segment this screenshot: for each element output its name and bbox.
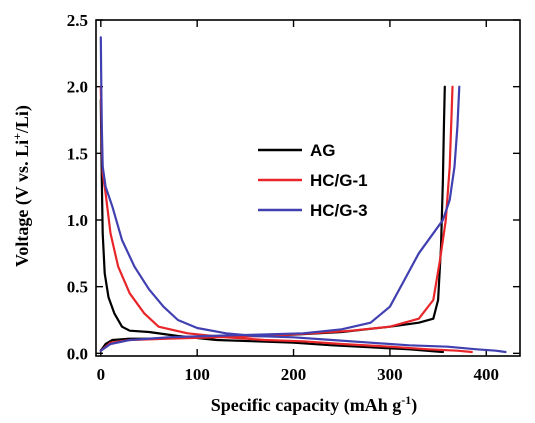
x-axis-title-end: )	[411, 395, 417, 416]
y-axis-title: Voltage (V vs. Li+/Li)	[10, 105, 33, 267]
y-axis-title-sup: +	[10, 133, 24, 140]
y-tick-label: 2.5	[67, 11, 88, 30]
series-ag-charge	[99, 85, 446, 352]
series-hc-g-1-charge	[99, 85, 454, 352]
y-tick-label: 2.0	[67, 78, 88, 97]
y-tick-label: 0.5	[67, 278, 88, 297]
axis-ticks: 0 100 200 300 400 0.0 0.5 1.0 1.5 2.0 2.5	[67, 11, 520, 384]
y-axis-title-main: Voltage (V vs. Li	[12, 140, 33, 267]
series-ag-discharge	[99, 98, 444, 354]
x-tick-label: 100	[184, 365, 210, 384]
legend-label-hc-g-1: HC/G-1	[310, 171, 368, 190]
x-axis-title-sup: -1	[401, 393, 411, 407]
x-tick-label: 200	[281, 365, 307, 384]
x-axis-title-main: Specific capacity (mAh g	[211, 395, 401, 416]
legend: AG HC/G-1 HC/G-3	[258, 141, 368, 220]
series-hc-g-3-discharge	[99, 36, 507, 354]
legend-label-ag: AG	[310, 141, 336, 160]
x-axis-title: Specific capacity (mAh g-1)	[211, 393, 417, 416]
y-axis-title-end: /Li)	[12, 105, 33, 134]
legend-label-hc-g-3: HC/G-3	[310, 201, 368, 220]
y-tick-label: 0.0	[67, 344, 88, 363]
y-tick-label: 1.0	[67, 211, 88, 230]
series-layer	[99, 36, 507, 354]
x-tick-label: 300	[377, 365, 403, 384]
series-hc-g-3-charge	[99, 85, 461, 352]
x-tick-label: 400	[474, 365, 500, 384]
plot-frame	[95, 19, 521, 357]
y-tick-label: 1.5	[67, 144, 88, 163]
x-tick-label: 0	[97, 365, 106, 384]
series-hc-g-1-discharge	[99, 85, 473, 354]
